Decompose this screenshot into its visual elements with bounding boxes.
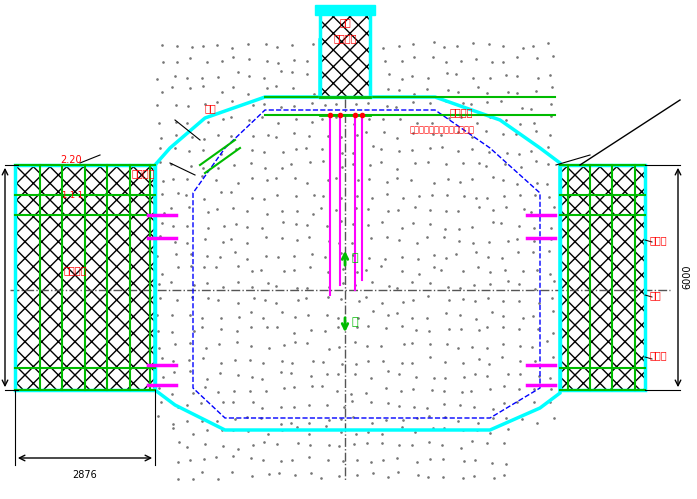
Polygon shape	[560, 165, 645, 390]
Polygon shape	[320, 10, 370, 97]
Text: 6000: 6000	[682, 265, 692, 289]
Text: 沐: 沐	[352, 253, 358, 263]
Text: 对: 对	[352, 317, 358, 327]
Polygon shape	[15, 165, 155, 390]
Polygon shape	[155, 40, 560, 430]
Text: 1 1 1: 1 1 1	[62, 191, 83, 200]
Text: 扶栏: 扶栏	[205, 103, 217, 113]
Text: 通行架上: 通行架上	[333, 33, 357, 43]
Text: 工作平台: 工作平台	[450, 107, 473, 117]
Polygon shape	[315, 5, 375, 15]
Text: 一角架: 一角架	[650, 350, 668, 360]
Text: 通道: 通道	[339, 17, 351, 27]
Text: 中部平台: 中部平台	[63, 265, 86, 275]
Text: 工作平台: 工作平台	[132, 168, 155, 178]
Text: 2876: 2876	[72, 470, 98, 480]
Text: 2.20: 2.20	[60, 155, 82, 165]
Text: 护栏: 护栏	[650, 290, 661, 300]
Text: 充气与拆除封顶参考机平台用: 充气与拆除封顶参考机平台用	[410, 126, 475, 135]
Text: 走道板: 走道板	[650, 235, 668, 245]
Text: 4500: 4500	[0, 264, 3, 289]
